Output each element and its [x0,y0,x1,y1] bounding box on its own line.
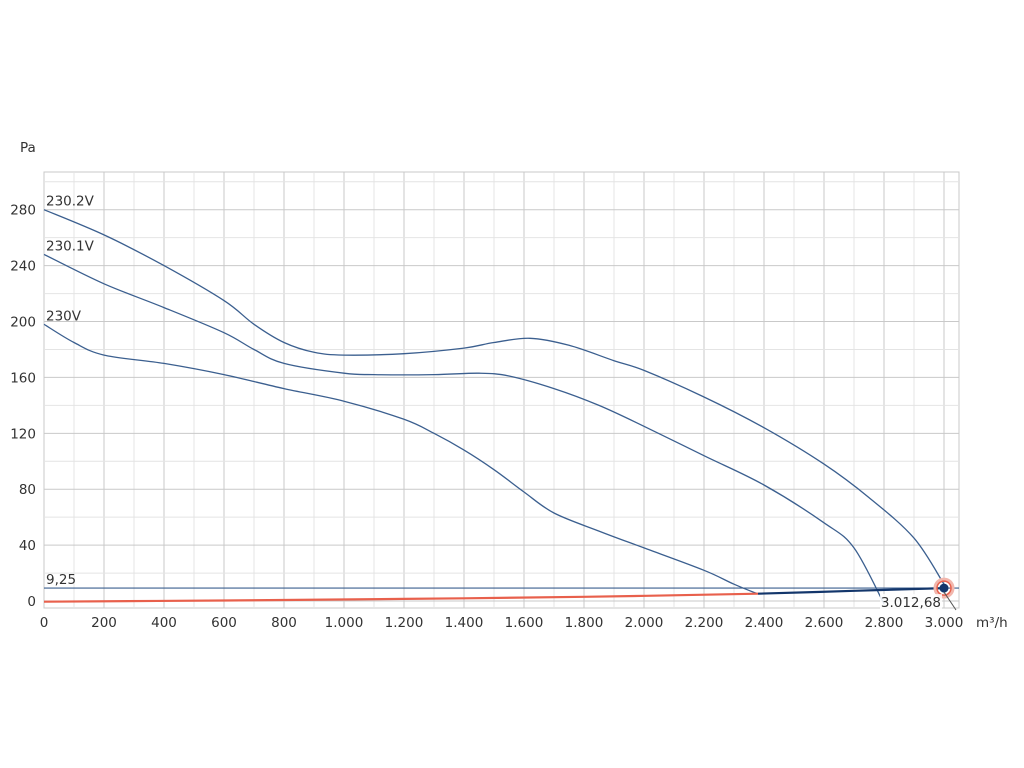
x-tick-label: 2.000 [625,615,664,631]
operating-line [757,587,945,595]
operating-point-label: 3.012,68 [881,595,941,611]
chart-markers [880,577,957,611]
series-line-230-2V [43,209,945,585]
y-tick-label: 0 [27,594,36,610]
system-curve [43,592,759,603]
x-tick-label: 600 [211,615,237,631]
plot-area [43,171,960,609]
chart-axes: 0 200 400 600 800 1.000 1.200 1.400 1.600 1.800 2.… [10,140,1007,631]
series-label: 230.2V [46,194,95,210]
y-tick-label: 160 [10,370,36,386]
x-tick-label: 1.800 [565,615,604,631]
x-tick-label: 800 [271,615,297,631]
x-tick-label: 2.600 [805,615,844,631]
operating-point-leader [943,591,957,611]
x-tick-label: 0 [40,615,49,631]
y-tick-label: 120 [10,426,36,442]
series-line-230-1V [43,253,885,605]
x-tick-label: 1.400 [445,615,484,631]
chart-series [43,209,959,605]
chart-grid [43,171,960,609]
y-tick-label: 80 [19,482,36,498]
x-tick-label: 1.600 [505,615,544,631]
x-tick-label: 2.200 [685,615,724,631]
x-tick-label: 1.200 [385,615,424,631]
reference-line-label: 9,25 [46,572,76,588]
series-label: 230V [46,308,82,324]
y-tick-label: 200 [10,315,36,331]
x-tick-label: 400 [151,615,177,631]
x-tick-label: 1.000 [325,615,364,631]
x-tick-label: 2.400 [745,615,784,631]
series-line-230V [43,323,759,595]
chart-labels: 9,25 230.2V 230.1V 230V 3.012,68 [46,194,941,611]
x-axis-label: m³/h [976,615,1008,631]
operating-point-ring [936,580,952,596]
operating-point-label-bg [880,594,942,611]
y-tick-label: 240 [10,259,36,275]
x-tick-label: 3.000 [925,615,964,631]
y-tick-label: 280 [10,203,36,219]
x-tick-label: 200 [91,615,117,631]
y-axis-label: Pa [20,140,36,156]
operating-point-dot [939,583,949,593]
operating-point-halo [933,577,955,599]
y-tick-label: 40 [19,538,36,554]
series-label: 230.1V [46,238,95,254]
x-tick-label: 2.800 [865,615,904,631]
